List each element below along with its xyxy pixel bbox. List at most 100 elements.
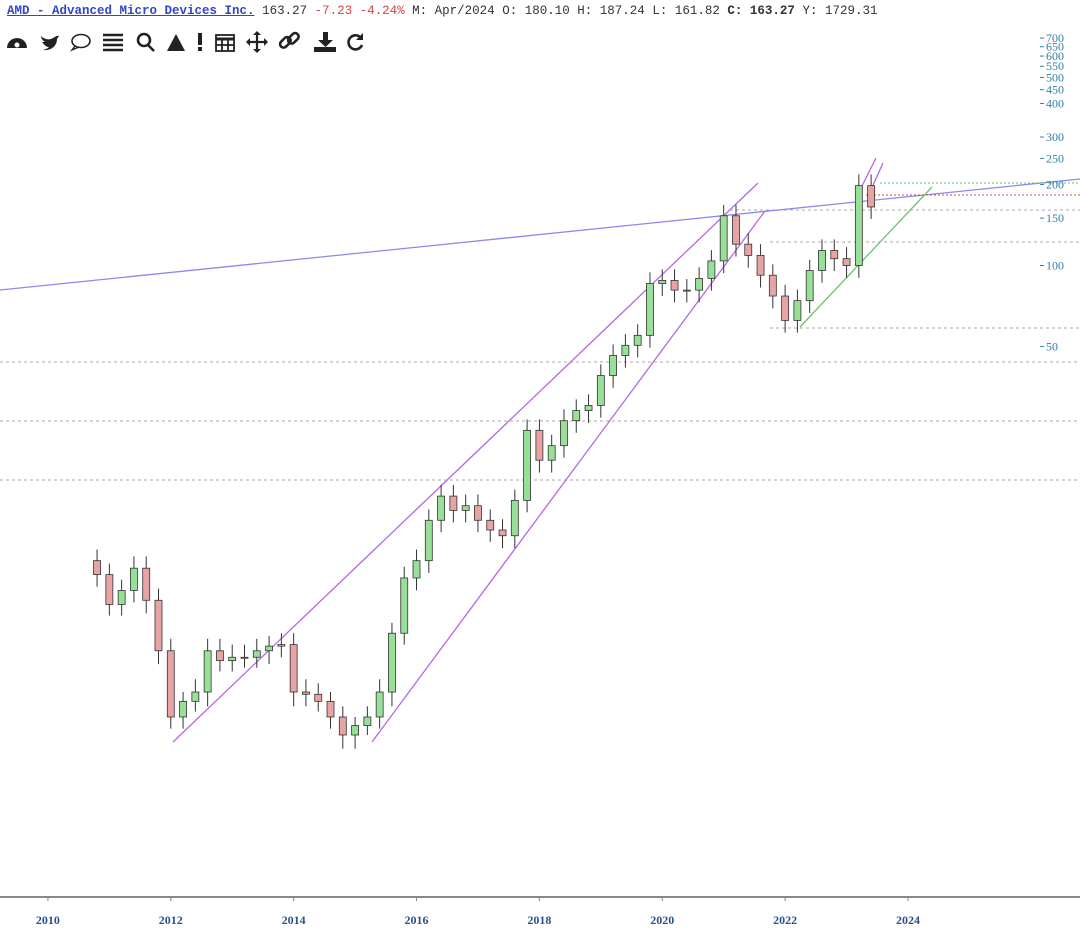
- y-tick-label: 600: [1046, 49, 1064, 63]
- candle-body: [289, 644, 298, 693]
- candle-body: [854, 185, 863, 266]
- field-label: L:: [652, 4, 668, 18]
- candle-body: [203, 650, 212, 693]
- calendar-icon[interactable]: [215, 34, 235, 52]
- trend-line: [0, 178, 1080, 291]
- candle-body: [424, 519, 433, 562]
- triangle-icon[interactable]: [167, 34, 185, 51]
- candle-body: [609, 355, 618, 376]
- x-tick-label: 2016: [405, 913, 429, 927]
- x-tick-label: 2022: [773, 913, 797, 927]
- toolbar: [7, 31, 364, 53]
- candle-body: [523, 429, 531, 501]
- candle-body: [142, 567, 151, 601]
- field-label: O:: [502, 4, 518, 18]
- field-value: 187.24: [599, 4, 645, 18]
- candle-body: [768, 274, 777, 297]
- quote-header: AMD - Advanced Micro Devices Inc. 163.27…: [7, 4, 877, 18]
- dashboard-icon[interactable]: [7, 38, 27, 48]
- candle-body: [191, 691, 200, 702]
- candle-body: [252, 650, 261, 658]
- candle-body: [560, 420, 568, 447]
- x-tick-label: 2010: [36, 913, 60, 927]
- move-icon[interactable]: [246, 31, 268, 53]
- refresh-icon[interactable]: [347, 33, 364, 51]
- link-icon[interactable]: [278, 31, 300, 49]
- candle-body: [818, 250, 826, 271]
- field-value: 1729.31: [824, 4, 878, 18]
- candle-body: [105, 574, 114, 605]
- candle-body: [805, 270, 814, 302]
- candle-body: [707, 260, 716, 279]
- candle-body: [437, 495, 445, 521]
- x-tick-label: 2018: [527, 913, 551, 927]
- candle-body: [510, 499, 519, 537]
- candle-body: [744, 243, 753, 256]
- y-tick-label: 550: [1046, 59, 1064, 73]
- download-icon[interactable]: [314, 32, 336, 52]
- candle-body: [867, 185, 876, 208]
- candle-body: [93, 560, 101, 576]
- y-tick-label: 450: [1046, 83, 1064, 97]
- candle-body: [572, 410, 581, 422]
- y-tick-label: 50: [1046, 339, 1058, 353]
- candle-body: [793, 300, 802, 321]
- symbol-link[interactable]: AMD - Advanced Micro Devices Inc.: [7, 4, 255, 18]
- last-price: 163.27: [262, 4, 308, 18]
- y-tick-label: 200: [1046, 177, 1064, 191]
- candle-body: [117, 590, 126, 605]
- candle-body: [326, 700, 335, 718]
- x-tick-label: 2024: [896, 913, 920, 927]
- candle-body: [646, 283, 654, 336]
- search-icon[interactable]: [136, 32, 155, 52]
- candle-body: [830, 250, 839, 260]
- field-value: 163.27: [749, 4, 795, 18]
- channel-line: [172, 182, 759, 743]
- candle-body: [842, 258, 851, 266]
- candle-body: [732, 215, 740, 245]
- field-label: Y:: [802, 4, 818, 18]
- candle-body: [154, 599, 163, 652]
- candle-body: [302, 691, 310, 695]
- twitter-icon[interactable]: [41, 35, 59, 51]
- candle-body: [474, 505, 482, 521]
- candle-body: [658, 280, 667, 284]
- y-tick-label: 100: [1046, 258, 1064, 272]
- y-tick-label: 150: [1046, 211, 1064, 225]
- candle-body: [265, 645, 273, 652]
- candle-body: [621, 344, 630, 356]
- x-tick-label: 2014: [282, 913, 306, 927]
- candle-body: [130, 567, 138, 591]
- candle-body: [596, 375, 605, 406]
- candle-body: [363, 716, 372, 727]
- channel-line: [861, 157, 877, 187]
- candle-body: [166, 650, 175, 718]
- candle-body: [388, 632, 396, 693]
- list-icon[interactable]: [103, 33, 123, 52]
- alert-icon[interactable]: [198, 33, 202, 51]
- period: M: Apr/2024: [412, 4, 495, 18]
- y-tick-label: 500: [1046, 70, 1064, 84]
- change-pct: -4.24%: [359, 4, 405, 18]
- field-label: C:: [727, 4, 743, 18]
- candle-body: [584, 405, 593, 411]
- candle-body: [449, 495, 458, 511]
- y-tick-label: 250: [1046, 151, 1064, 165]
- candle-body: [682, 289, 691, 292]
- candle-body: [695, 278, 704, 291]
- channel-line: [371, 210, 766, 743]
- x-tick-label: 2012: [159, 913, 183, 927]
- candle-body: [781, 295, 790, 321]
- comment-icon[interactable]: [69, 33, 91, 52]
- field-label: H:: [577, 4, 593, 18]
- y-tick-label: 700: [1046, 31, 1064, 45]
- change: -7.23: [314, 4, 353, 18]
- candle-body: [228, 656, 237, 662]
- ohlc: O: 180.10 H: 187.24 L: 161.82 C: 163.27 …: [502, 4, 877, 18]
- candle-body: [670, 280, 679, 291]
- candle-body: [412, 560, 421, 579]
- candle-body: [277, 644, 286, 647]
- candle-body: [400, 577, 409, 634]
